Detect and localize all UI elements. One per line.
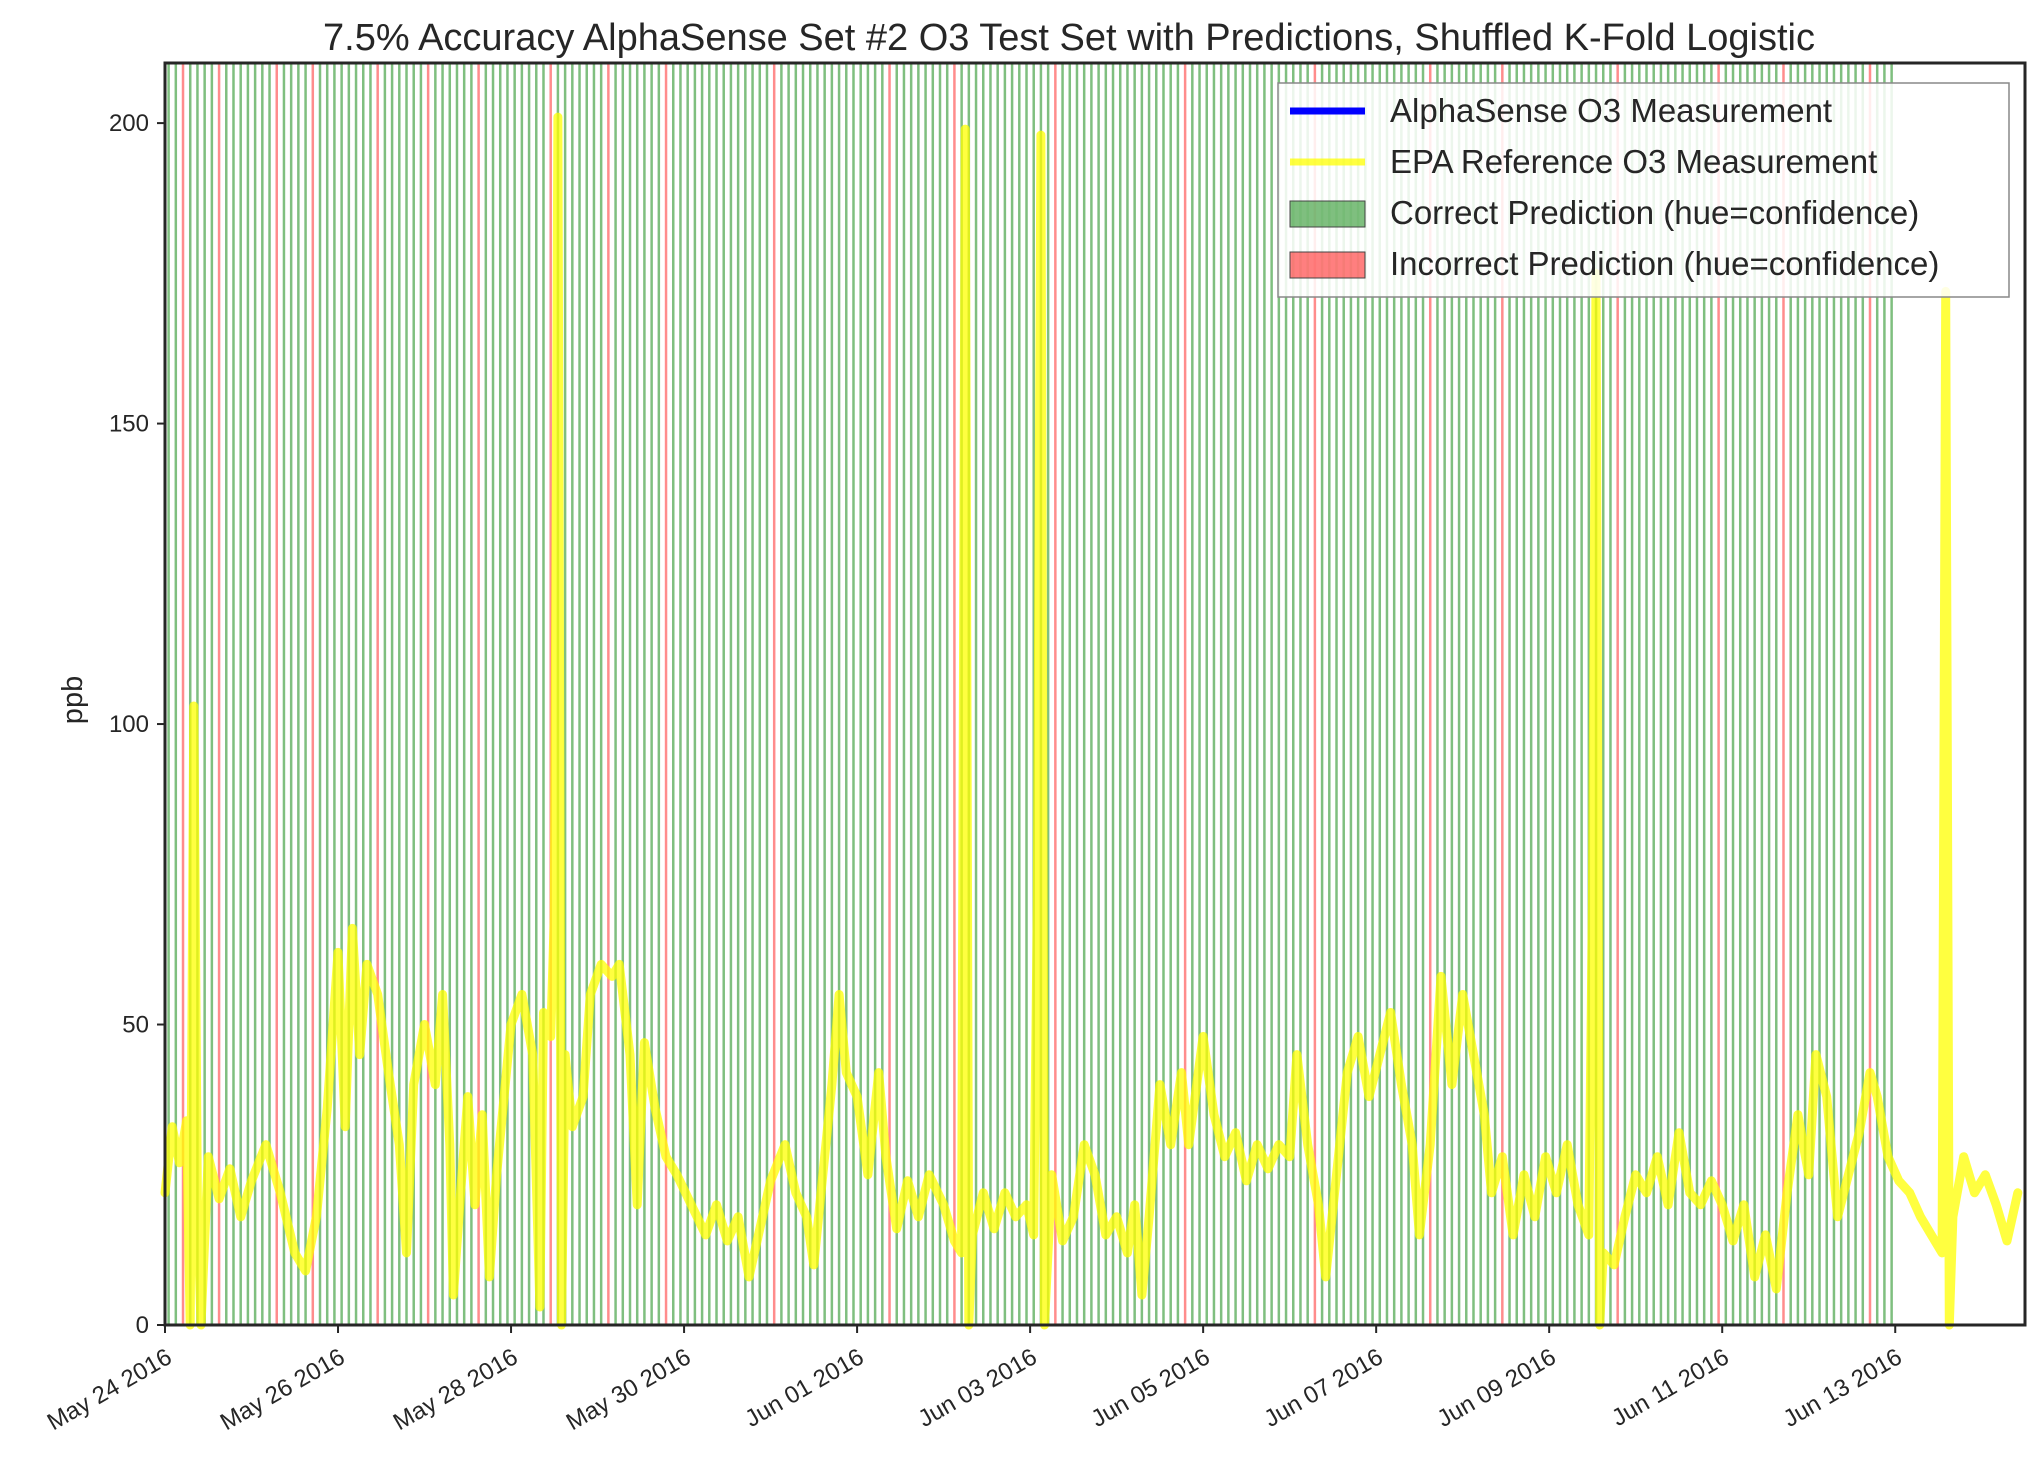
x-tick-label: Jun 09 2016 xyxy=(1433,1343,1561,1432)
x-tick-label: May 24 2016 xyxy=(43,1343,177,1436)
legend-swatch-patch xyxy=(1289,251,1366,279)
x-tick-label: Jun 03 2016 xyxy=(914,1343,1042,1432)
x-tick-label: Jun 07 2016 xyxy=(1260,1343,1388,1432)
y-tick-label: 100 xyxy=(109,711,149,738)
series-line-epa-reference xyxy=(160,112,2023,1330)
x-tick-label: May 30 2016 xyxy=(562,1343,696,1436)
legend-label: AlphaSense O3 Measurement xyxy=(1390,92,1832,129)
legend-label: Incorrect Prediction (hue=confidence) xyxy=(1390,245,1939,282)
x-tick-label: May 26 2016 xyxy=(216,1343,350,1436)
legend-label: Correct Prediction (hue=confidence) xyxy=(1390,194,1919,231)
y-tick-label: 200 xyxy=(109,110,149,137)
legend-swatch-patch xyxy=(1289,200,1366,228)
y-tick-label: 0 xyxy=(136,1312,149,1339)
plot-frame xyxy=(163,61,2027,1327)
y-tick-label: 150 xyxy=(109,411,149,438)
x-axis: May 24 2016 May 26 2016 May 28 2016 May 30 … xyxy=(43,1325,1907,1436)
legend-label: EPA Reference O3 Measurement xyxy=(1390,143,1877,180)
y-tick-label: 50 xyxy=(122,1012,149,1039)
x-tick-label: Jun 01 2016 xyxy=(741,1343,869,1432)
legend-box xyxy=(1277,82,2010,298)
chart-title: 7.5% Accuracy AlphaSense Set #2 O3 Test … xyxy=(323,17,1815,59)
legend: AlphaSense O3 Measurement EPA Reference O… xyxy=(1277,82,2010,298)
x-tick-label: Jun 13 2016 xyxy=(1779,1343,1907,1432)
y-axis: 0 50 100 150 200 xyxy=(109,110,165,1339)
x-tick-label: Jun 05 2016 xyxy=(1087,1343,1215,1432)
series-group xyxy=(160,112,2023,1330)
y-axis-label: ppb xyxy=(57,676,89,724)
x-tick-label: May 28 2016 xyxy=(389,1343,523,1436)
x-tick-label: Jun 11 2016 xyxy=(1607,1343,1733,1432)
